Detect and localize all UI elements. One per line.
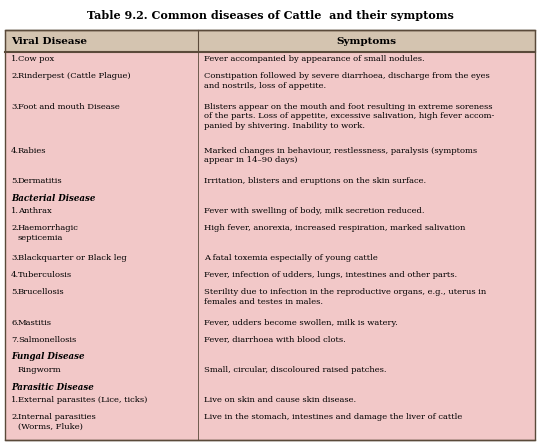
Text: Parasitic Disease: Parasitic Disease [11,383,94,392]
Text: 1.: 1. [11,396,19,404]
Text: Sterility due to infection in the reproductive organs, e.g., uterus in
females a: Sterility due to infection in the reprod… [205,288,487,306]
Text: 2.: 2. [11,224,19,232]
Text: Blackquarter or Black leg: Blackquarter or Black leg [18,255,127,263]
Text: Fever, diarrhoea with blood clots.: Fever, diarrhoea with blood clots. [205,336,346,344]
Text: 3.: 3. [11,103,19,111]
Text: Foot and mouth Disease: Foot and mouth Disease [18,103,120,111]
Text: Fever with swelling of body, milk secretion reduced.: Fever with swelling of body, milk secret… [205,207,425,215]
Text: 5.: 5. [11,177,19,185]
Text: Fever accompanied by appearance of small nodules.: Fever accompanied by appearance of small… [205,56,425,64]
Text: 1.: 1. [11,56,19,64]
Text: Anthrax: Anthrax [18,207,52,215]
Text: Blisters appear on the mouth and foot resulting in extreme soreness
of the parts: Blisters appear on the mouth and foot re… [205,103,495,130]
Text: Table 9.2. Common diseases of Cattle  and their symptoms: Table 9.2. Common diseases of Cattle and… [86,10,454,21]
Bar [5,52,535,440]
Text: Tuberculosis: Tuberculosis [18,271,72,279]
Text: Viral Disease: Viral Disease [11,36,87,45]
Text: Ringworm: Ringworm [18,366,62,374]
Text: Fungal Disease: Fungal Disease [11,352,84,361]
Text: 7.: 7. [11,336,19,344]
Text: Internal parasities
(Worms, Fluke): Internal parasities (Worms, Fluke) [18,413,96,431]
Text: Constipation followed by severe diarrhoea, discharge from the eyes
and nostrils,: Constipation followed by severe diarrhoe… [205,73,490,90]
Text: Live on skin and cause skin disease.: Live on skin and cause skin disease. [205,396,356,404]
Text: Mastitis: Mastitis [18,319,52,327]
Text: Irritation, blisters and eruptions on the skin surface.: Irritation, blisters and eruptions on th… [205,177,427,185]
Text: A fatal toxemia especially of young cattle: A fatal toxemia especially of young catt… [205,255,378,263]
Text: External parasites (Lice, ticks): External parasites (Lice, ticks) [18,396,147,404]
Text: 4.: 4. [11,146,19,154]
Text: Cow pox: Cow pox [18,56,54,64]
Text: Brucellosis: Brucellosis [18,288,65,296]
Text: Salmonellosis: Salmonellosis [18,336,76,344]
Text: Small, circular, discoloured raised patches.: Small, circular, discoloured raised patc… [205,366,387,374]
Text: Marked changes in behaviour, restlessness, paralysis (symptoms
appear in 14–90 d: Marked changes in behaviour, restlessnes… [205,146,477,164]
Text: 3.: 3. [11,255,19,263]
Text: Bacterial Disease: Bacterial Disease [11,194,96,203]
Text: 2.: 2. [11,413,19,421]
Text: 2.: 2. [11,73,19,81]
Text: Symptoms: Symptoms [337,36,397,45]
Text: 5.: 5. [11,288,19,296]
Text: High fever, anorexia, increased respiration, marked salivation: High fever, anorexia, increased respirat… [205,224,466,232]
Text: Live in the stomach, intestines and damage the liver of cattle: Live in the stomach, intestines and dama… [205,413,463,421]
Text: Dermatitis: Dermatitis [18,177,63,185]
Text: 1.: 1. [11,207,19,215]
Text: 4.: 4. [11,271,19,279]
Text: Fever, infection of udders, lungs, intestines and other parts.: Fever, infection of udders, lungs, intes… [205,271,457,279]
Bar [5,30,535,52]
Text: Rinderpest (Cattle Plague): Rinderpest (Cattle Plague) [18,73,131,81]
Text: Rabies: Rabies [18,146,46,154]
Text: Fever, udders become swollen, milk is watery.: Fever, udders become swollen, milk is wa… [205,319,398,327]
Text: Haemorrhagic
septicemia: Haemorrhagic septicemia [18,224,79,242]
Text: 6.: 6. [11,319,19,327]
